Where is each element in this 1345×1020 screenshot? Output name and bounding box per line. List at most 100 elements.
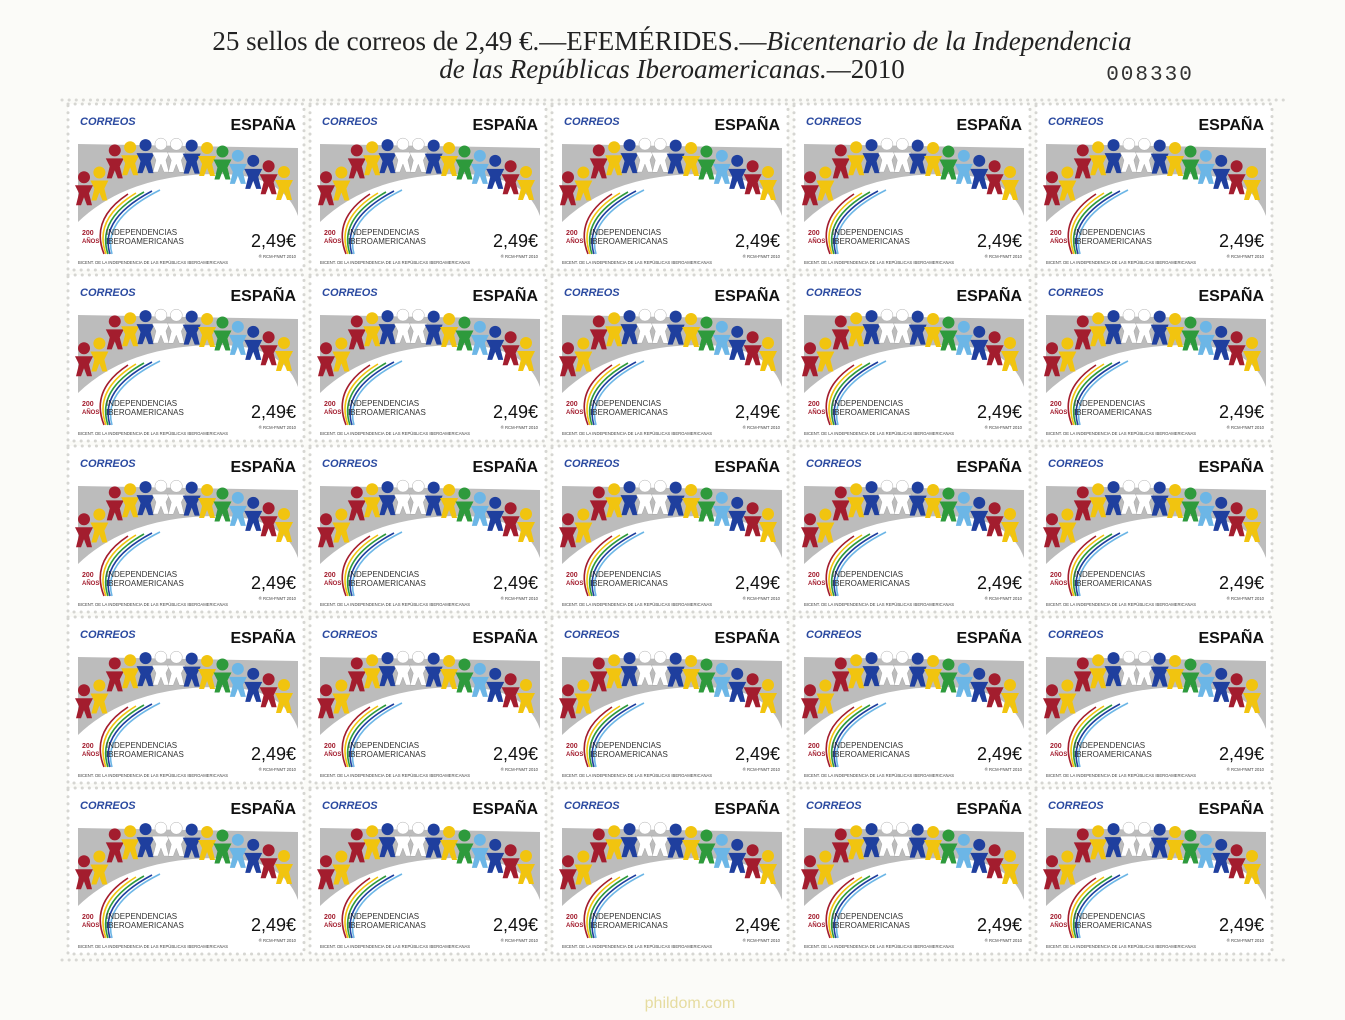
stamp-price: 2,49€ xyxy=(977,573,1022,593)
doll-head xyxy=(654,138,667,151)
doll-body xyxy=(1181,159,1200,180)
doll-head xyxy=(170,309,183,322)
stamp-printer: ® RCM-FNMT 2010 xyxy=(743,425,781,430)
doll-body xyxy=(182,837,201,858)
logo-years: 200 xyxy=(1050,743,1062,750)
doll-head xyxy=(108,486,121,499)
doll-head xyxy=(623,652,636,665)
doll-head xyxy=(1004,508,1016,520)
doll-body xyxy=(105,842,124,863)
doll-body xyxy=(424,324,443,345)
logo-arc xyxy=(830,362,871,426)
doll-head xyxy=(700,145,713,158)
doll-body xyxy=(90,522,109,543)
stamp-issuer: CORREOS xyxy=(806,458,862,470)
doll-head xyxy=(911,310,924,323)
doll-head xyxy=(458,829,471,842)
doll-body xyxy=(136,153,155,174)
logo-arc xyxy=(344,705,379,768)
doll-body xyxy=(166,494,186,515)
doll-head xyxy=(685,655,698,668)
doll-head xyxy=(731,154,744,167)
doll-head xyxy=(396,137,410,151)
doll-body xyxy=(393,664,413,686)
stamp-caption: BICENT. DE LA INDEPENDENCIA DE LAS REPÚB… xyxy=(804,773,954,778)
doll-body xyxy=(198,498,217,519)
stamp-price: 2,49€ xyxy=(1219,915,1264,935)
stamp-price: 2,49€ xyxy=(251,402,296,422)
doll-body xyxy=(1134,152,1154,173)
doll-body xyxy=(635,835,655,857)
stamp-printer: ® RCM-FNMT 2010 xyxy=(501,254,539,259)
doll-head xyxy=(669,481,682,494)
logo-years: 200 xyxy=(82,572,94,579)
doll-head xyxy=(1184,658,1197,671)
logo-years: 200 xyxy=(808,914,820,921)
logo-arc xyxy=(593,531,645,597)
doll-body xyxy=(121,668,140,689)
logo-line1: INDEPENDENCIAS xyxy=(1074,570,1145,579)
doll-head xyxy=(988,160,1001,173)
logo-years: 200 xyxy=(566,914,578,921)
doll-body xyxy=(954,334,973,355)
doll-head xyxy=(1092,141,1105,154)
doll-head xyxy=(1169,655,1182,668)
doll-head xyxy=(1046,513,1058,526)
stamp-caption: BICENT. DE LA INDEPENDENCIA DE LAS REPÚB… xyxy=(78,944,228,949)
doll-body xyxy=(90,864,109,885)
doll-head xyxy=(489,667,502,680)
doll-body xyxy=(1119,664,1139,686)
doll-head xyxy=(1199,149,1212,162)
doll-body xyxy=(682,327,701,348)
doll-body xyxy=(363,668,382,689)
logo-line2: IBEROAMERICANAS xyxy=(106,921,184,930)
stamp-printer: ® RCM-FNMT 2010 xyxy=(985,425,1023,430)
logo-arc xyxy=(1070,876,1105,939)
doll-head xyxy=(78,513,90,526)
logo-line2: IBEROAMERICANAS xyxy=(1074,579,1152,588)
doll-body xyxy=(363,326,382,347)
doll-head xyxy=(715,320,728,333)
doll-head xyxy=(93,166,106,179)
doll-head xyxy=(489,838,502,851)
doll-head xyxy=(762,850,774,862)
doll-body xyxy=(486,681,505,702)
logo-years: 200 xyxy=(324,230,336,237)
doll-head xyxy=(216,316,229,329)
doll-body xyxy=(1243,864,1261,884)
doll-body xyxy=(166,152,186,173)
doll-body xyxy=(801,356,819,377)
doll-body xyxy=(1212,681,1231,702)
doll-head xyxy=(762,337,774,349)
doll-body xyxy=(228,505,247,526)
doll-body xyxy=(985,174,1004,195)
logo-arc xyxy=(588,362,629,426)
logo-arc xyxy=(1072,362,1113,426)
doll-head xyxy=(623,139,636,152)
doll-head xyxy=(216,658,229,671)
doll-head xyxy=(880,137,894,151)
doll-head xyxy=(762,166,774,178)
doll-body xyxy=(1212,852,1231,873)
doll-head xyxy=(654,309,667,322)
logo-arc xyxy=(109,873,161,939)
doll-head xyxy=(577,337,590,350)
doll-body xyxy=(1058,351,1077,372)
doll-body xyxy=(121,155,140,176)
logo-anos: AÑOS xyxy=(808,238,825,245)
doll-body xyxy=(393,151,413,173)
doll-body xyxy=(136,324,155,345)
doll-body xyxy=(697,843,716,864)
doll-head xyxy=(762,679,774,691)
stamp-caption: BICENT. DE LA INDEPENDENCIA DE LAS REPÚB… xyxy=(562,773,712,778)
logo-line2: IBEROAMERICANAS xyxy=(1074,921,1152,930)
doll-body xyxy=(620,495,639,516)
doll-body xyxy=(728,168,747,189)
doll-head xyxy=(262,502,275,515)
doll-head xyxy=(1061,337,1074,350)
doll-head xyxy=(1184,487,1197,500)
